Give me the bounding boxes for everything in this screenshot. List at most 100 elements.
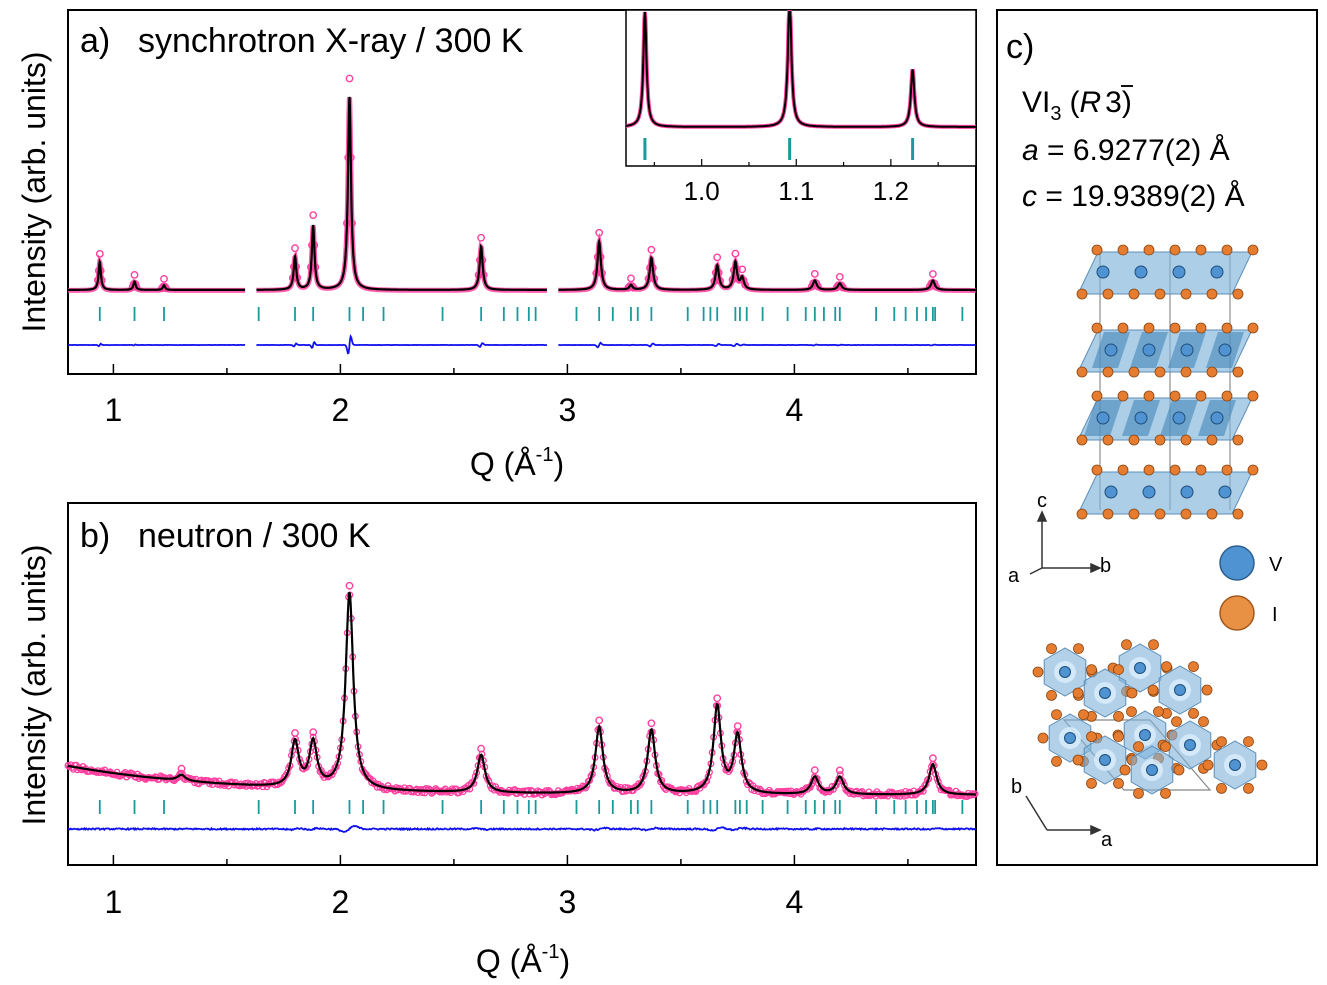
i-atom (1188, 708, 1199, 719)
panel-a-inset: 1.0 1.1 1.2 (625, 9, 977, 206)
observed-point (814, 282, 822, 291)
v-atom (1142, 343, 1156, 357)
v-atom (1218, 343, 1232, 357)
i-atom (1154, 288, 1166, 300)
i-atom (1076, 508, 1088, 520)
i-atom (1171, 716, 1182, 727)
observed-point (810, 269, 819, 278)
panel-b-frame (67, 502, 977, 866)
i-atom (1091, 390, 1103, 402)
axis-label-c: c (1037, 490, 1047, 512)
i-atom (1216, 736, 1227, 747)
i-atom (1221, 322, 1233, 334)
i-atom (1173, 764, 1185, 776)
i-atom (1169, 464, 1181, 476)
panel-b-ylabel: Intensity (arb. units) (16, 545, 52, 826)
i-atom (1076, 288, 1088, 300)
v-atom (1174, 684, 1186, 696)
v-atom (1146, 764, 1158, 776)
panel-b-xlabel: Q (Å-1) (476, 941, 570, 979)
observed-point (399, 787, 407, 795)
panel-a-xlabel: Q (Å-1) (470, 444, 564, 482)
v-atom (1142, 485, 1156, 499)
panel-a-axis-ticks (112, 364, 909, 374)
i-atom (1147, 684, 1159, 696)
i-atom (1154, 366, 1166, 378)
observed-point (345, 74, 354, 83)
observed-point (95, 249, 104, 258)
x-tick-label: 2 (332, 884, 350, 920)
i-atom (1221, 464, 1233, 476)
i-atom (1160, 741, 1171, 752)
observed-point (130, 270, 139, 279)
i-atom (1128, 288, 1140, 300)
v-atom (1096, 411, 1110, 425)
inset-bragg-ticks (643, 138, 915, 160)
difference-line-a (68, 333, 976, 355)
axis-label-b: b (1100, 555, 1111, 577)
i-atom (1247, 464, 1259, 476)
i-atom (1102, 366, 1114, 378)
v-atom (1180, 485, 1194, 499)
i-atom (1113, 731, 1124, 742)
observed-point (810, 766, 819, 775)
v-atom (1139, 729, 1151, 741)
v-atom (1172, 265, 1186, 279)
i-atom (1180, 508, 1192, 520)
observed-point (291, 729, 299, 737)
observed-point (177, 764, 186, 773)
v-atom (1099, 687, 1111, 699)
lattice-c: c = 19.9389(2) Å (1022, 180, 1245, 213)
crystal-top-view (1032, 639, 1268, 799)
i-atom (1117, 244, 1129, 256)
i-atom (1232, 508, 1244, 520)
observed-point (932, 282, 940, 291)
axis-label-b2: b (1011, 776, 1022, 798)
observed-point (160, 274, 168, 283)
i-atom (1206, 366, 1218, 378)
panel-a-tick-labels: 1 2 3 4 (105, 392, 804, 428)
i-atom (1243, 736, 1254, 747)
observed-point (738, 265, 747, 274)
v-atom (1229, 759, 1241, 771)
i-atom (1073, 643, 1084, 654)
crystal-side-view (1076, 244, 1259, 520)
i-atom (1126, 706, 1137, 717)
v-atom (1184, 739, 1196, 751)
observed-point (731, 249, 740, 258)
panel-c-label: c) (1006, 28, 1034, 66)
i-atom (1169, 244, 1181, 256)
observed-point (647, 245, 656, 254)
i-atom (1046, 690, 1057, 701)
i-atom (1128, 434, 1140, 446)
x-tick-label: 3 (559, 392, 577, 428)
inset-tick-label: 1.0 (684, 176, 720, 206)
v-atom (1134, 662, 1146, 674)
observed-point (624, 283, 633, 292)
i-atom (1148, 639, 1159, 650)
observed-point (835, 766, 844, 775)
formula: VI3 (R 3) (1022, 86, 1132, 125)
i-atom (1076, 434, 1088, 446)
panel-a-title: synchrotron X-ray / 300 K (138, 22, 524, 60)
panel-a-bragg-ticks (98, 307, 964, 321)
i-atom (1072, 754, 1084, 766)
observed-point (595, 228, 604, 237)
i-atom (1091, 322, 1103, 334)
i-atom (1169, 322, 1181, 334)
i-atom (1121, 639, 1132, 650)
i-atom (1126, 687, 1138, 699)
panel-b-tick-labels: 1 2 3 4 (105, 884, 804, 920)
v-atom (1210, 265, 1224, 279)
i-atom (1221, 244, 1233, 256)
inset-tick-label: 1.2 (873, 176, 909, 206)
i-atom (1102, 434, 1114, 446)
i-atom (1117, 464, 1129, 476)
panel-a: 1 2 3 4 a) synchrotron X-ray / 300 K Q (Å-1… (16, 9, 977, 482)
i-atom (1169, 390, 1181, 402)
x-tick-label: 3 (559, 884, 577, 920)
axes-indicator-side (1029, 510, 1102, 575)
v-atom (1134, 265, 1148, 279)
panel-b-title: neutron / 300 K (138, 517, 371, 555)
